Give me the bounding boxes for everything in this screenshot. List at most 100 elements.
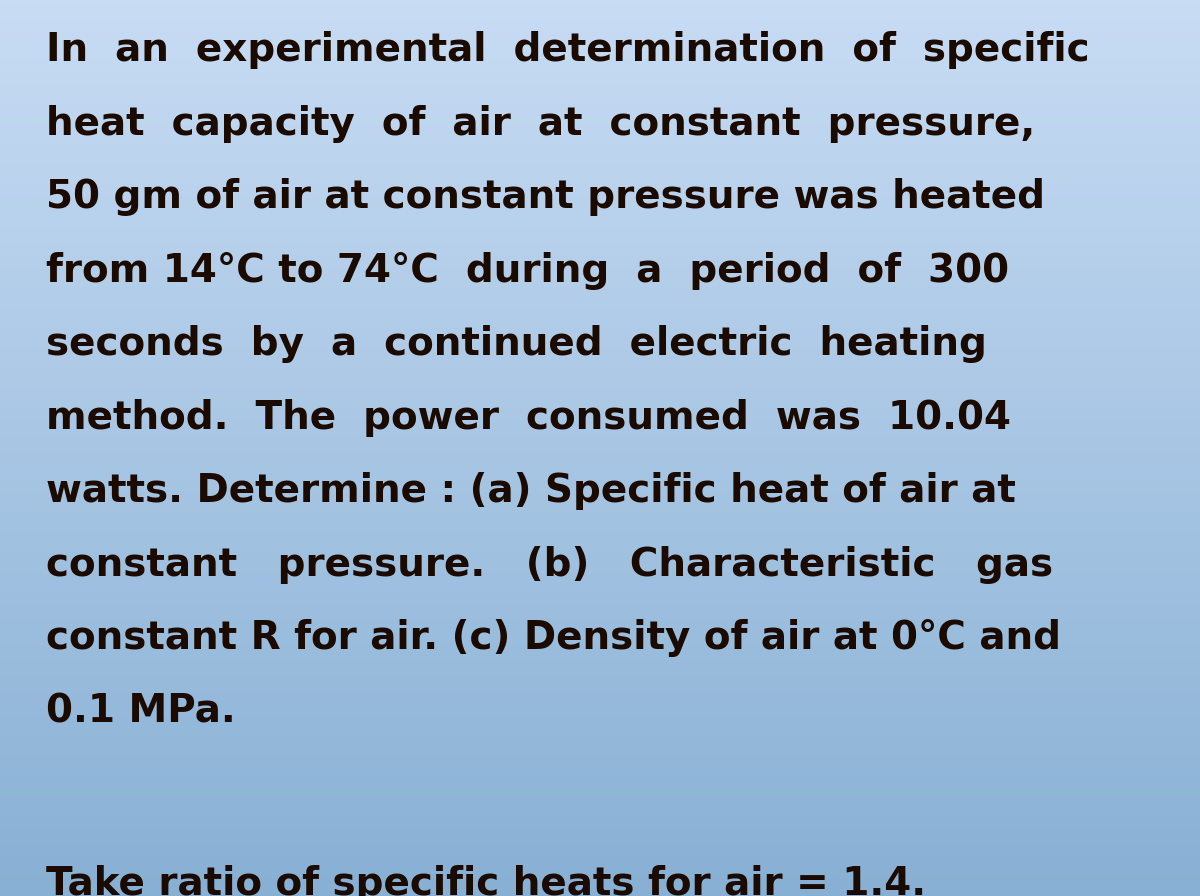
Bar: [0, 892, 1200, 896]
Bar: [0, 641, 1200, 645]
Bar: [0, 157, 1200, 161]
Bar: [0, 663, 1200, 668]
Bar: [0, 551, 1200, 556]
Bar: [0, 336, 1200, 340]
Bar: [0, 327, 1200, 332]
Bar: [0, 318, 1200, 323]
Bar: [0, 354, 1200, 358]
Bar: [0, 744, 1200, 748]
Bar: [0, 788, 1200, 793]
Bar: [0, 596, 1200, 600]
Bar: [0, 27, 1200, 31]
Bar: [0, 623, 1200, 627]
Bar: [0, 757, 1200, 762]
Bar: [0, 372, 1200, 376]
Bar: [0, 735, 1200, 739]
Bar: [0, 121, 1200, 125]
Bar: [0, 556, 1200, 560]
Bar: [0, 690, 1200, 694]
Bar: [0, 797, 1200, 802]
Bar: [0, 67, 1200, 72]
Bar: [0, 134, 1200, 139]
Bar: [0, 45, 1200, 49]
Bar: [0, 139, 1200, 143]
Bar: [0, 511, 1200, 515]
Bar: [0, 806, 1200, 811]
Bar: [0, 444, 1200, 448]
Bar: [0, 260, 1200, 264]
Bar: [0, 381, 1200, 385]
Bar: [0, 193, 1200, 197]
Bar: [0, 251, 1200, 255]
Bar: [0, 184, 1200, 188]
Bar: [0, 197, 1200, 202]
Text: from 14°C to 74°C  during  a  period  of  300: from 14°C to 74°C during a period of 300: [46, 252, 1009, 289]
Bar: [0, 170, 1200, 175]
Bar: [0, 739, 1200, 744]
Bar: [0, 762, 1200, 766]
Bar: [0, 291, 1200, 296]
Bar: [0, 202, 1200, 206]
Bar: [0, 811, 1200, 815]
Bar: [0, 833, 1200, 838]
Bar: [0, 771, 1200, 775]
Bar: [0, 497, 1200, 502]
Bar: [0, 466, 1200, 470]
Bar: [0, 282, 1200, 287]
Bar: [0, 515, 1200, 520]
Bar: [0, 591, 1200, 596]
Bar: [0, 36, 1200, 40]
Bar: [0, 703, 1200, 708]
Bar: [0, 874, 1200, 878]
Bar: [0, 829, 1200, 833]
Bar: [0, 175, 1200, 179]
Bar: [0, 878, 1200, 883]
Bar: [0, 605, 1200, 609]
Bar: [0, 865, 1200, 869]
Bar: [0, 332, 1200, 336]
Bar: [0, 860, 1200, 865]
Bar: [0, 58, 1200, 63]
Bar: [0, 255, 1200, 260]
Bar: [0, 632, 1200, 636]
Bar: [0, 681, 1200, 685]
Bar: [0, 376, 1200, 381]
Bar: [0, 582, 1200, 587]
Bar: [0, 40, 1200, 45]
Bar: [0, 76, 1200, 81]
Bar: [0, 130, 1200, 134]
Text: Take ratio of specific heats for air = 1.4.: Take ratio of specific heats for air = 1…: [46, 865, 925, 896]
Bar: [0, 838, 1200, 842]
Bar: [0, 99, 1200, 103]
Bar: [0, 242, 1200, 246]
Bar: [0, 708, 1200, 712]
Bar: [0, 676, 1200, 681]
Bar: [0, 408, 1200, 412]
Bar: [0, 851, 1200, 856]
Bar: [0, 529, 1200, 533]
Bar: [0, 461, 1200, 466]
Bar: [0, 417, 1200, 421]
Bar: [0, 609, 1200, 614]
Bar: [0, 654, 1200, 659]
Bar: [0, 49, 1200, 54]
Bar: [0, 0, 1200, 4]
Bar: [0, 345, 1200, 349]
Bar: [0, 614, 1200, 618]
Bar: [0, 426, 1200, 430]
Bar: [0, 793, 1200, 797]
Bar: [0, 278, 1200, 282]
Bar: [0, 108, 1200, 112]
Bar: [0, 802, 1200, 806]
Bar: [0, 524, 1200, 529]
Bar: [0, 363, 1200, 367]
Bar: [0, 775, 1200, 780]
Bar: [0, 143, 1200, 148]
Text: constant R for air. (c) Density of air at 0°C and: constant R for air. (c) Density of air a…: [46, 619, 1061, 657]
Bar: [0, 618, 1200, 623]
Text: seconds  by  a  continued  electric  heating: seconds by a continued electric heating: [46, 325, 986, 363]
Bar: [0, 636, 1200, 641]
Bar: [0, 502, 1200, 506]
Bar: [0, 13, 1200, 18]
Bar: [0, 148, 1200, 152]
